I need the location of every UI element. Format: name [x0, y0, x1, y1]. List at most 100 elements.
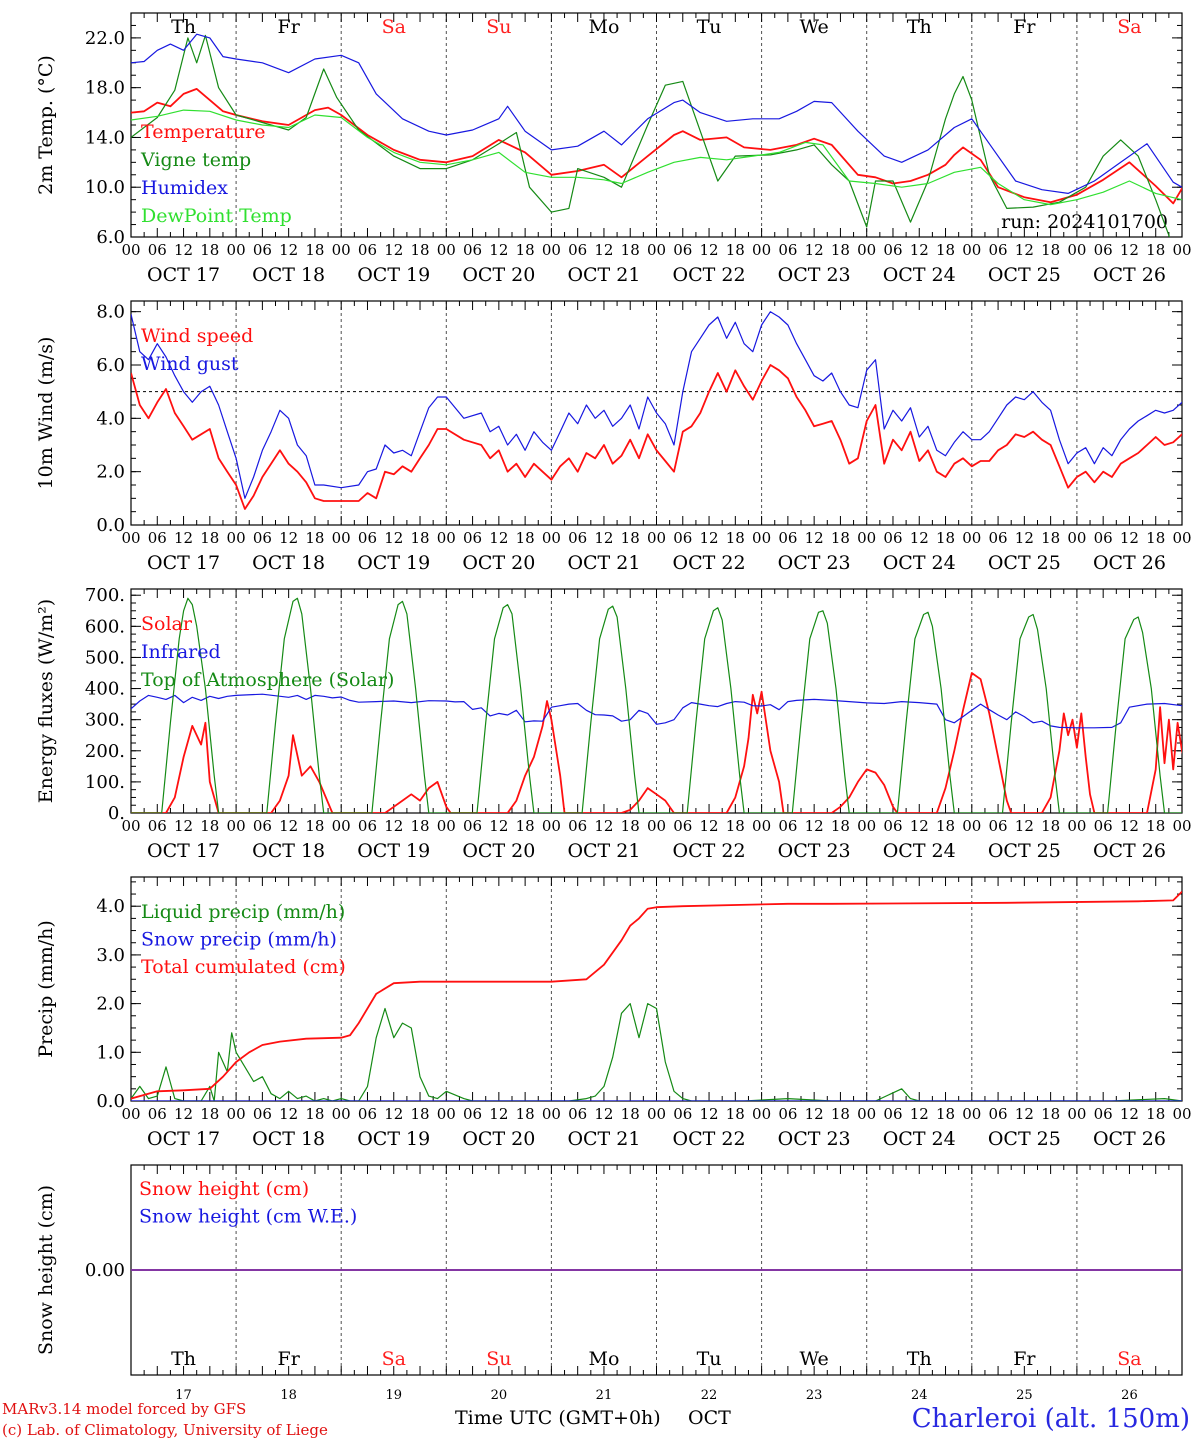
hour-tick-label: 00: [1172, 817, 1191, 835]
y-tick-label: 3.0: [96, 945, 125, 966]
date-label: OCT 19: [357, 840, 430, 862]
y-tick-label: 700.: [85, 585, 125, 606]
date-label: OCT 19: [357, 552, 430, 574]
hour-tick-label: 06: [358, 1105, 377, 1123]
day-number-label: 21: [596, 1388, 613, 1403]
hour-tick-label: 06: [778, 241, 797, 259]
weekday-label-bottom: Fr: [278, 1348, 301, 1370]
hour-tick-label: 06: [673, 529, 692, 547]
hour-tick-label: 18: [936, 1105, 955, 1123]
hour-tick-label: 00: [857, 241, 876, 259]
hour-tick-label: 06: [1094, 529, 1113, 547]
series-line-top-of-atmosphere-solar: [131, 597, 1182, 813]
hour-tick-label: 00: [542, 529, 561, 547]
date-label: OCT 18: [252, 264, 325, 286]
weekday-label-bottom: We: [800, 1348, 829, 1370]
hour-tick-label: 06: [463, 1105, 482, 1123]
weekday-label-bottom: Sa: [382, 1348, 406, 1370]
date-label: OCT 17: [147, 840, 220, 862]
hour-tick-label: 06: [778, 529, 797, 547]
hour-tick-label: 18: [200, 529, 219, 547]
hour-tick-label: 18: [200, 241, 219, 259]
date-label: OCT 17: [147, 552, 220, 574]
hour-tick-label: 18: [726, 1105, 745, 1123]
hour-tick-label: 18: [410, 241, 429, 259]
hour-tick-label: 12: [1120, 817, 1139, 835]
time-axis-label: Time UTC (GMT+0h): [455, 1407, 661, 1429]
hour-tick-label: 12: [489, 1105, 508, 1123]
day-number-label: 19: [385, 1388, 402, 1403]
hour-tick-label: 00: [542, 817, 561, 835]
y-tick-label: 4.0: [96, 408, 125, 429]
y-tick-label: 6.0: [96, 355, 125, 376]
hour-tick-label: 12: [384, 1105, 403, 1123]
hour-tick-label: 18: [936, 817, 955, 835]
hour-tick-label: 06: [358, 241, 377, 259]
y-tick-label: 0.0: [96, 1091, 125, 1112]
hour-tick-label: 12: [279, 817, 298, 835]
date-label: OCT 19: [357, 1128, 430, 1150]
hour-tick-label: 12: [594, 1105, 613, 1123]
date-label: OCT 25: [988, 552, 1061, 574]
hour-tick-label: 18: [410, 1105, 429, 1123]
y-tick-label: 18.0: [85, 78, 125, 99]
hour-tick-label: 00: [1067, 241, 1086, 259]
hour-tick-label: 00: [752, 1105, 771, 1123]
legend-entry: Top of Atmosphere (Solar): [141, 669, 394, 691]
hour-tick-label: 06: [673, 1105, 692, 1123]
hour-tick-label: 00: [437, 529, 456, 547]
hour-tick-label: 18: [305, 241, 324, 259]
hour-tick-label: 12: [384, 241, 403, 259]
hour-tick-label: 12: [594, 241, 613, 259]
hour-tick-label: 12: [700, 817, 719, 835]
hour-tick-label: 06: [673, 817, 692, 835]
hour-tick-label: 06: [1094, 241, 1113, 259]
hour-tick-label: 06: [568, 529, 587, 547]
y-tick-label: 400.: [85, 679, 125, 700]
hour-tick-label: 12: [805, 241, 824, 259]
hour-tick-label: 06: [883, 1105, 902, 1123]
date-label: OCT 23: [778, 1128, 851, 1150]
date-label: OCT 24: [883, 1128, 956, 1150]
hour-tick-label: 06: [148, 817, 167, 835]
day-number-label: 23: [806, 1388, 823, 1403]
hour-tick-label: 12: [174, 1105, 193, 1123]
date-label: OCT 22: [673, 1128, 746, 1150]
weekday-label-top: Sa: [1117, 16, 1141, 38]
hour-tick-label: 00: [332, 1105, 351, 1123]
y-tick-label: 300.: [85, 710, 125, 731]
hour-tick-label: 18: [726, 529, 745, 547]
date-label: OCT 22: [673, 264, 746, 286]
y-axis-title: 2m Temp. (°C): [35, 55, 57, 195]
hour-tick-label: 06: [778, 817, 797, 835]
hour-tick-label: 18: [410, 817, 429, 835]
hour-tick-label: 12: [384, 529, 403, 547]
hour-tick-label: 06: [463, 529, 482, 547]
hour-tick-label: 12: [594, 529, 613, 547]
y-tick-label: 1.0: [96, 1042, 125, 1063]
hour-tick-label: 06: [778, 1105, 797, 1123]
series-line-infrared: [131, 693, 1182, 729]
hour-tick-label: 18: [831, 529, 850, 547]
hour-tick-label: 00: [962, 529, 981, 547]
hour-tick-label: 18: [621, 241, 640, 259]
series-line-total-cumulated-cm: [131, 890, 1182, 1100]
date-label: OCT 23: [778, 552, 851, 574]
panel-4: 0.0 1.0 2.0 3.0 4.0 Precip (mm/h) Liquid preci…: [35, 876, 1192, 1150]
hour-tick-label: 12: [1015, 1105, 1034, 1123]
day-number-label: 26: [1121, 1388, 1138, 1403]
date-label: OCT 23: [778, 840, 851, 862]
hour-tick-label: 12: [1015, 817, 1034, 835]
y-tick-label: 600.: [85, 616, 125, 637]
hour-tick-label: 00: [437, 817, 456, 835]
date-label: OCT 21: [567, 264, 640, 286]
weekday-label-bottom: Mo: [588, 1348, 619, 1370]
date-label: OCT 23: [778, 264, 851, 286]
hour-tick-label: 12: [174, 529, 193, 547]
hour-tick-label: 18: [1146, 529, 1165, 547]
hour-tick-label: 06: [1094, 817, 1113, 835]
hour-tick-label: 12: [489, 817, 508, 835]
legend-entry: DewPoint Temp: [141, 205, 292, 227]
hour-tick-label: 18: [516, 1105, 535, 1123]
